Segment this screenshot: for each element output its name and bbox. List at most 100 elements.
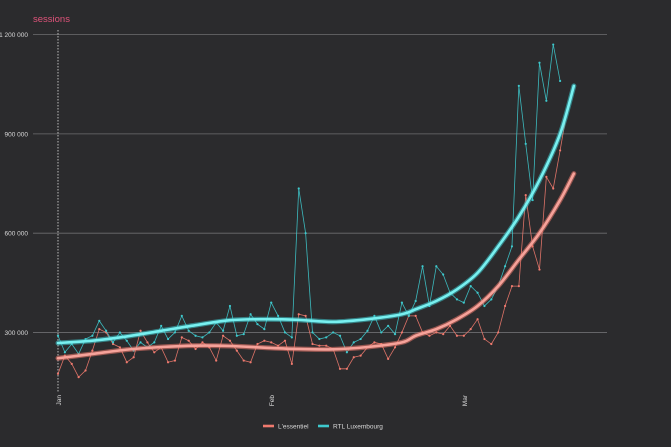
- data-point-rtl-luxembourg: [552, 43, 555, 46]
- data-point-lessentiel: [393, 346, 397, 349]
- data-point-lessentiel: [462, 334, 465, 337]
- series-layer: [55, 43, 577, 379]
- data-point-lessentiel: [510, 285, 514, 288]
- data-point-lessentiel: [221, 334, 225, 337]
- data-point-lessentiel: [98, 328, 101, 331]
- data-point-lessentiel: [400, 331, 404, 334]
- data-point-lessentiel: [455, 334, 459, 337]
- data-point-lessentiel: [132, 356, 135, 359]
- data-point-rtl-luxembourg: [63, 351, 66, 354]
- data-point-rtl-luxembourg: [311, 331, 314, 334]
- data-point-lessentiel: [442, 332, 445, 336]
- data-point-lessentiel: [187, 339, 190, 342]
- data-point-rtl-luxembourg: [407, 314, 410, 317]
- data-point-rtl-luxembourg: [304, 232, 307, 235]
- data-point-rtl-luxembourg: [111, 341, 115, 344]
- data-point-rtl-luxembourg: [462, 301, 465, 304]
- data-point-rtl-luxembourg: [380, 331, 383, 334]
- data-point-rtl-luxembourg: [338, 334, 342, 337]
- data-point-rtl-luxembourg: [249, 313, 252, 316]
- data-point-lessentiel: [173, 359, 177, 362]
- data-point-rtl-luxembourg: [235, 334, 238, 337]
- smooth-curve-lessentiel: [56, 172, 576, 360]
- series-line-rtl-luxembourg: [57, 44, 561, 355]
- data-point-rtl-luxembourg: [139, 341, 142, 344]
- data-point-lessentiel: [311, 342, 314, 346]
- data-point-lessentiel: [283, 339, 287, 342]
- data-point-rtl-luxembourg: [221, 329, 225, 332]
- data-point-rtl-luxembourg: [118, 331, 122, 334]
- data-point-lessentiel: [270, 341, 273, 344]
- data-point-rtl-luxembourg: [559, 79, 562, 83]
- data-point-rtl-luxembourg: [483, 304, 486, 308]
- data-point-lessentiel: [517, 285, 520, 288]
- chart-title: sessions: [33, 14, 70, 25]
- data-point-rtl-luxembourg: [545, 99, 548, 102]
- data-point-rtl-luxembourg: [56, 334, 60, 337]
- data-point-lessentiel: [469, 328, 472, 331]
- data-point-lessentiel: [373, 341, 376, 344]
- data-point-lessentiel: [345, 367, 348, 370]
- data-point-rtl-luxembourg: [318, 337, 321, 341]
- data-point-lessentiel: [215, 359, 218, 362]
- data-point-lessentiel: [194, 347, 197, 351]
- data-point-lessentiel: [483, 337, 486, 341]
- data-point-rtl-luxembourg: [435, 265, 438, 268]
- data-point-lessentiel: [166, 361, 170, 364]
- data-point-lessentiel: [125, 361, 128, 364]
- legend-label-rtl-luxembourg: RTL Luxembourg: [333, 423, 383, 430]
- data-point-rtl-luxembourg: [208, 331, 211, 334]
- data-point-rtl-luxembourg: [345, 351, 348, 354]
- data-point-lessentiel: [201, 341, 204, 344]
- data-point-rtl-luxembourg: [91, 334, 94, 337]
- data-point-rtl-luxembourg: [290, 336, 293, 339]
- data-point-lessentiel: [325, 344, 328, 347]
- data-point-rtl-luxembourg: [160, 324, 163, 327]
- data-point-rtl-luxembourg: [366, 329, 369, 332]
- data-point-rtl-luxembourg: [503, 265, 507, 268]
- smooth-glow-rtl-luxembourg: [55, 83, 577, 346]
- data-point-lessentiel: [290, 362, 293, 365]
- data-point-rtl-luxembourg: [201, 336, 204, 339]
- data-point-lessentiel: [139, 329, 142, 332]
- grid: [33, 34, 607, 333]
- x-tick-label: Mar: [462, 394, 469, 406]
- data-point-rtl-luxembourg: [517, 84, 520, 88]
- data-point-lessentiel: [91, 349, 94, 352]
- data-point-rtl-luxembourg: [194, 334, 197, 337]
- x-axis: Jan Feb Mar: [56, 394, 469, 406]
- data-point-rtl-luxembourg: [332, 331, 335, 334]
- data-point-rtl-luxembourg: [297, 187, 300, 190]
- data-point-rtl-luxembourg: [187, 329, 190, 332]
- y-tick-label: 1 200 000: [0, 32, 28, 39]
- data-point-lessentiel: [387, 357, 390, 361]
- data-point-lessentiel: [538, 268, 541, 271]
- x-tick-label: Feb: [269, 395, 276, 407]
- data-point-rtl-luxembourg: [228, 304, 232, 308]
- data-point-lessentiel: [263, 339, 266, 342]
- data-point-rtl-luxembourg: [166, 337, 170, 341]
- data-point-lessentiel: [503, 304, 507, 308]
- data-point-rtl-luxembourg: [442, 273, 445, 276]
- smooth-glow-lessentiel: [55, 171, 577, 361]
- data-point-rtl-luxembourg: [270, 301, 273, 304]
- data-point-rtl-luxembourg: [277, 314, 280, 317]
- data-point-lessentiel: [297, 313, 300, 316]
- data-point-lessentiel: [490, 342, 493, 346]
- data-point-lessentiel: [359, 354, 362, 357]
- data-point-rtl-luxembourg: [125, 339, 128, 342]
- data-point-rtl-luxembourg: [524, 142, 527, 145]
- data-point-rtl-luxembourg: [105, 329, 108, 332]
- data-point-lessentiel: [524, 194, 527, 197]
- data-point-lessentiel: [414, 314, 417, 317]
- data-point-rtl-luxembourg: [469, 285, 472, 288]
- data-point-lessentiel: [545, 175, 548, 179]
- data-point-lessentiel: [180, 336, 183, 339]
- data-point-lessentiel: [111, 342, 115, 346]
- data-point-lessentiel: [228, 339, 232, 342]
- data-point-rtl-luxembourg: [153, 341, 156, 344]
- data-point-lessentiel: [428, 334, 431, 337]
- data-point-lessentiel: [338, 367, 342, 370]
- data-point-rtl-luxembourg: [490, 298, 493, 301]
